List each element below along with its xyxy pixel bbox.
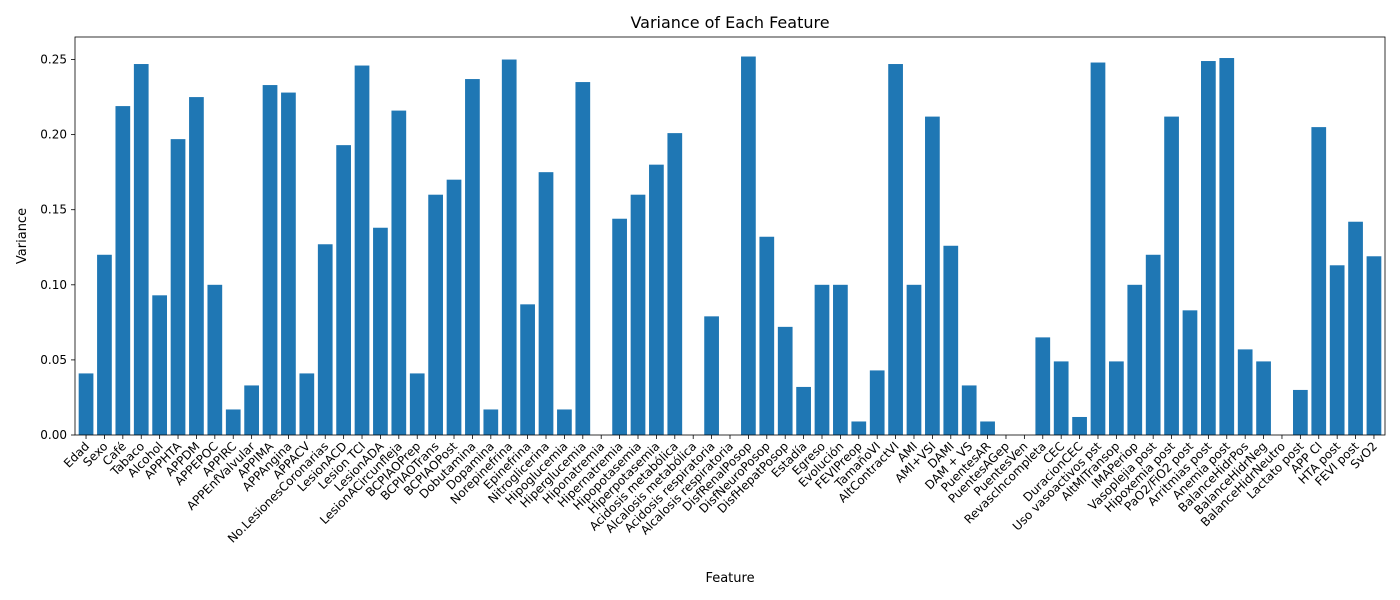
bar <box>1329 265 1345 435</box>
bar <box>1256 361 1271 435</box>
bar <box>1090 62 1106 435</box>
bar <box>133 64 149 435</box>
bar <box>1127 284 1143 435</box>
y-tick-label: 0.20 <box>40 128 67 142</box>
bar <box>833 284 848 435</box>
chart-title: Variance of Each Feature <box>630 13 829 32</box>
y-tick-label: 0.25 <box>40 53 67 67</box>
bar <box>1237 349 1253 435</box>
bar <box>373 227 388 435</box>
bar <box>980 421 995 435</box>
bar <box>428 194 443 435</box>
bar <box>483 409 499 435</box>
bar <box>630 194 646 435</box>
bar <box>244 385 259 435</box>
bar <box>1053 361 1069 435</box>
bar <box>741 56 756 436</box>
bar <box>925 116 940 435</box>
bar <box>649 164 664 435</box>
x-axis-label: Feature <box>705 571 754 586</box>
bar <box>262 85 278 435</box>
bar <box>538 172 554 436</box>
bar <box>465 79 480 436</box>
bar <box>317 244 333 435</box>
bar <box>869 370 885 435</box>
bar <box>1145 254 1161 435</box>
bar <box>189 97 204 435</box>
bar <box>557 409 572 435</box>
bar <box>299 373 315 435</box>
bar <box>851 421 867 435</box>
bar <box>1164 116 1179 435</box>
bar <box>520 304 535 435</box>
bar <box>612 218 627 435</box>
bar <box>170 139 186 435</box>
bar <box>336 145 351 435</box>
y-tick-label: 0.00 <box>40 428 67 442</box>
bar <box>796 386 811 435</box>
bar <box>814 284 830 435</box>
y-axis-label: Variance <box>15 208 30 264</box>
bars-group <box>78 56 1382 436</box>
bar <box>906 284 922 435</box>
x-axis: EdadSexoCaféTabacoAlcoholAPPHTAAPPDMAPPE… <box>61 435 1380 546</box>
plot-frame <box>74 36 1386 436</box>
bar <box>667 133 683 435</box>
y-tick-label: 0.05 <box>40 353 67 367</box>
bar <box>1219 58 1235 435</box>
y-axis: 0.00 0.05 0.10 0.15 0.20 0.25 <box>40 53 75 442</box>
bar <box>888 64 903 435</box>
bar <box>1311 127 1327 436</box>
bar <box>446 179 462 435</box>
bar <box>704 316 719 435</box>
bar <box>1201 61 1216 435</box>
bar <box>1182 310 1198 435</box>
bar <box>225 409 241 435</box>
bar <box>501 59 517 435</box>
bar <box>943 245 959 435</box>
bar <box>354 65 370 435</box>
bar <box>115 106 131 435</box>
bar <box>1072 416 1087 435</box>
y-tick-label: 0.15 <box>40 203 67 217</box>
bar <box>1293 389 1308 435</box>
bar <box>1348 221 1363 435</box>
bar <box>281 92 296 435</box>
bar <box>97 254 112 435</box>
bar <box>1366 256 1382 435</box>
bar <box>759 236 775 435</box>
bar <box>575 82 591 435</box>
bar <box>777 326 793 435</box>
bar <box>207 284 223 435</box>
y-tick-label: 0.10 <box>40 278 67 292</box>
bar <box>152 295 167 435</box>
bar <box>1035 337 1051 435</box>
bar <box>409 373 425 435</box>
bar <box>1109 361 1124 435</box>
bar <box>78 373 94 435</box>
bar <box>961 385 977 435</box>
bar <box>391 110 407 435</box>
